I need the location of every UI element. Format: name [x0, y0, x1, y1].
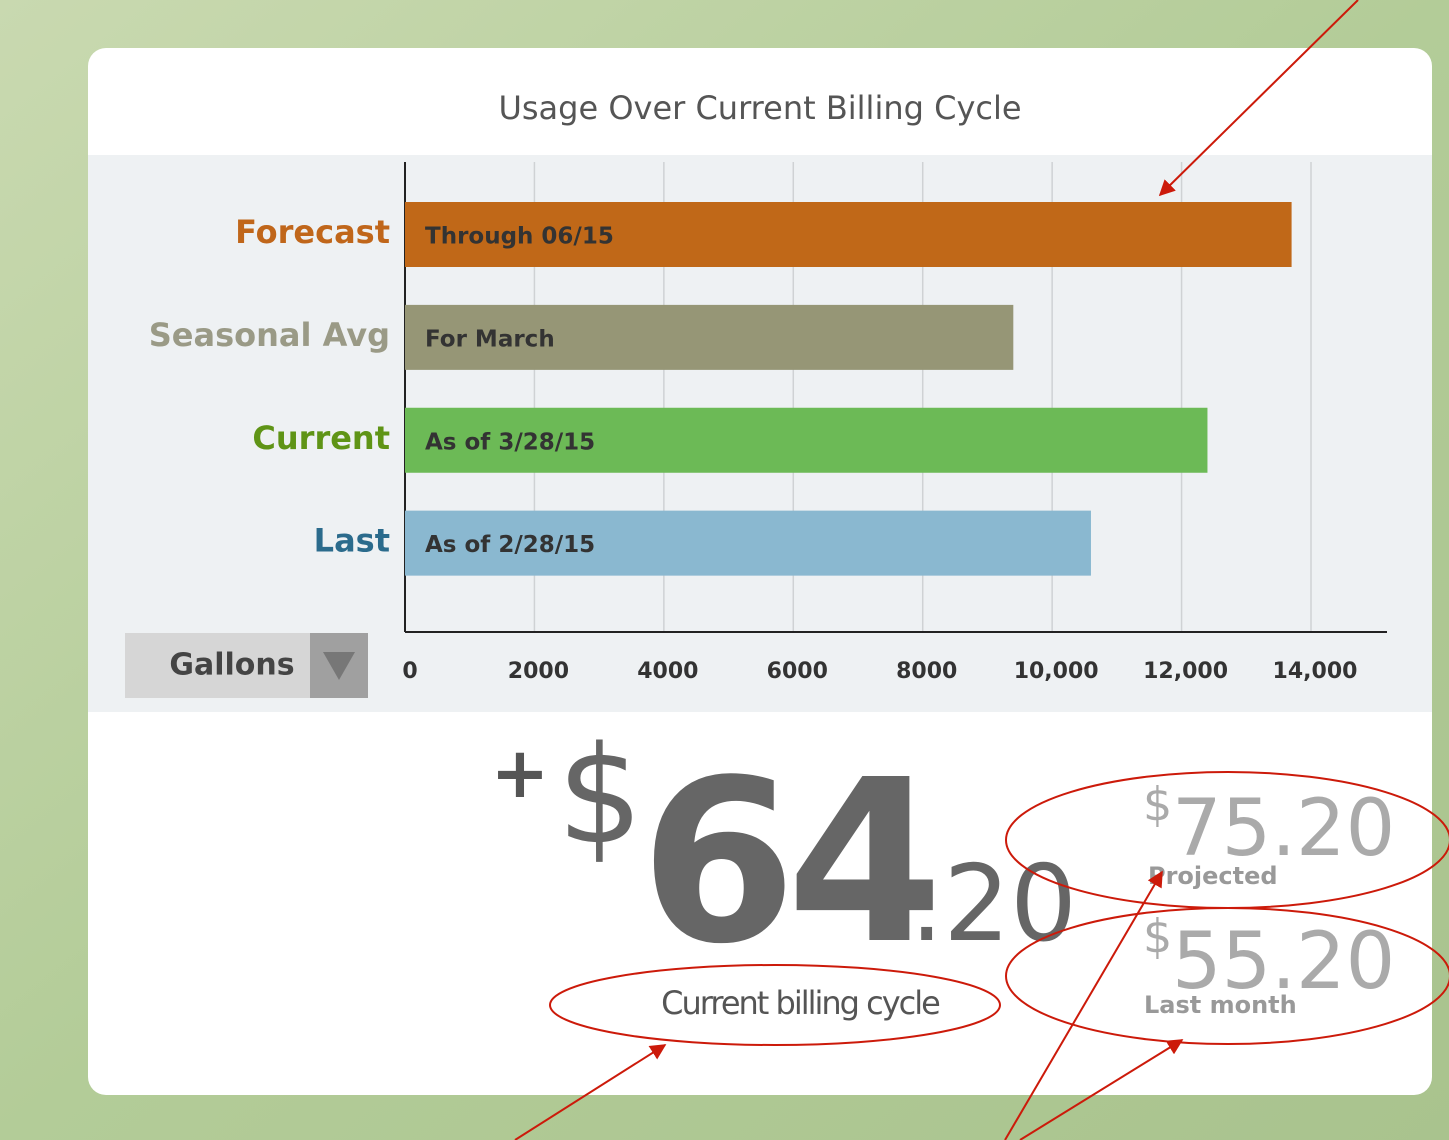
annotation-ellipse — [549, 964, 1001, 1046]
category-label: Last — [314, 522, 390, 560]
x-tick-label: 6000 — [767, 659, 828, 684]
last-amount: 55.20 — [1172, 917, 1395, 1007]
annotation-arrow — [1158, 0, 1359, 197]
amount-dollars: 64 — [640, 732, 934, 994]
annotation-ellipse — [1005, 907, 1449, 1045]
annotations — [514, 0, 1449, 1140]
caption: Current billing cycle — [661, 984, 939, 1022]
bar-label: Through 06/15 — [425, 224, 614, 250]
projected-label: Projected — [1148, 862, 1278, 890]
x-tick-label: 0 — [402, 659, 417, 684]
last-label: Last month — [1144, 991, 1297, 1019]
x-tick-label: 8000 — [896, 659, 957, 684]
x-tick-label: 4000 — [637, 659, 698, 684]
bar — [405, 202, 1292, 267]
category-label: Current — [252, 419, 390, 457]
category-label: Forecast — [235, 213, 390, 251]
bar — [405, 304, 1014, 370]
annotation-arrow — [1004, 870, 1163, 1140]
category-label: Seasonal Avg — [149, 316, 390, 354]
x-tick-label: 12,000 — [1143, 659, 1228, 684]
amount-cents: .20 — [910, 843, 1077, 965]
currency: $ — [557, 717, 643, 874]
last-currency: $ — [1143, 910, 1172, 964]
dropdown-arrow — [323, 652, 355, 680]
projected-amount: 75.20 — [1172, 784, 1395, 874]
bar-label: For March — [425, 326, 555, 352]
plot: 0 2000 4000 6000 8000 10,000 12,000 14,000 Throu… — [149, 162, 1387, 684]
sign: + — [491, 732, 550, 814]
bar — [405, 510, 1091, 576]
chart-title: Usage Over Current Billing Cycle — [498, 89, 1021, 127]
projected-currency: $ — [1143, 778, 1172, 832]
bar-label: As of 2/28/15 — [425, 532, 595, 558]
bar-label: As of 3/28/15 — [425, 429, 595, 455]
x-tick-label: 2000 — [508, 659, 569, 684]
annotation-arrow — [514, 1044, 667, 1140]
x-tick-label: 10,000 — [1014, 659, 1099, 684]
bar — [405, 407, 1208, 473]
x-tick-label: 14,000 — [1273, 659, 1358, 684]
unit-label: Gallons — [169, 648, 294, 683]
annotation-arrow — [1019, 1039, 1184, 1140]
